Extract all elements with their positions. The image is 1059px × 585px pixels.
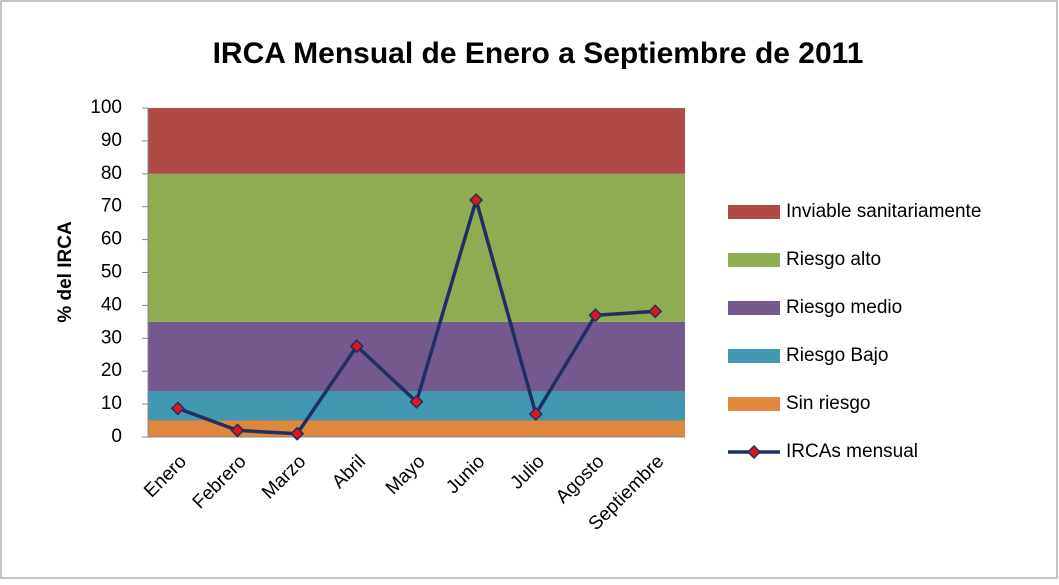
y-tick-label: 60 xyxy=(101,229,122,250)
marker xyxy=(469,193,484,208)
y-tick-label: 10 xyxy=(101,393,122,414)
legend-swatch xyxy=(728,253,780,267)
legend-label: Riesgo alto xyxy=(786,249,881,270)
legend-swatch xyxy=(728,349,780,363)
area-band xyxy=(148,173,685,322)
y-tick-label: 30 xyxy=(101,327,122,348)
legend-label: Riesgo Bajo xyxy=(786,345,888,366)
marker xyxy=(230,423,245,438)
legend-label: Riesgo medio xyxy=(786,297,902,318)
legend-label: Inviable sanitariamente xyxy=(786,201,981,222)
y-axis-label: % del IRCA xyxy=(55,221,76,323)
y-tick-label: 100 xyxy=(90,97,122,118)
y-tick-label: 80 xyxy=(101,163,122,184)
y-tick-label: 90 xyxy=(101,130,122,151)
marker xyxy=(349,339,364,354)
legend-label: IRCAs mensual xyxy=(786,441,918,462)
marker xyxy=(528,406,543,422)
y-tick-label: 0 xyxy=(111,426,122,447)
area-band xyxy=(148,321,685,391)
area-band xyxy=(148,108,685,174)
y-tick-label: 50 xyxy=(101,262,122,283)
marker xyxy=(290,426,305,441)
marker xyxy=(588,308,603,323)
legend-swatch xyxy=(728,205,780,219)
chart-title: IRCA Mensual de Enero a Septiembre de 20… xyxy=(213,37,864,70)
legend-swatch xyxy=(728,301,780,315)
y-tick-label: 20 xyxy=(101,360,122,381)
marker xyxy=(170,401,185,416)
legend-marker xyxy=(746,444,762,460)
marker xyxy=(409,394,424,409)
y-tick-label: 70 xyxy=(101,196,122,217)
legend-swatch xyxy=(728,397,780,411)
marker xyxy=(648,304,663,319)
legend-label: Sin riesgo xyxy=(786,393,871,414)
y-tick-label: 40 xyxy=(101,294,122,315)
